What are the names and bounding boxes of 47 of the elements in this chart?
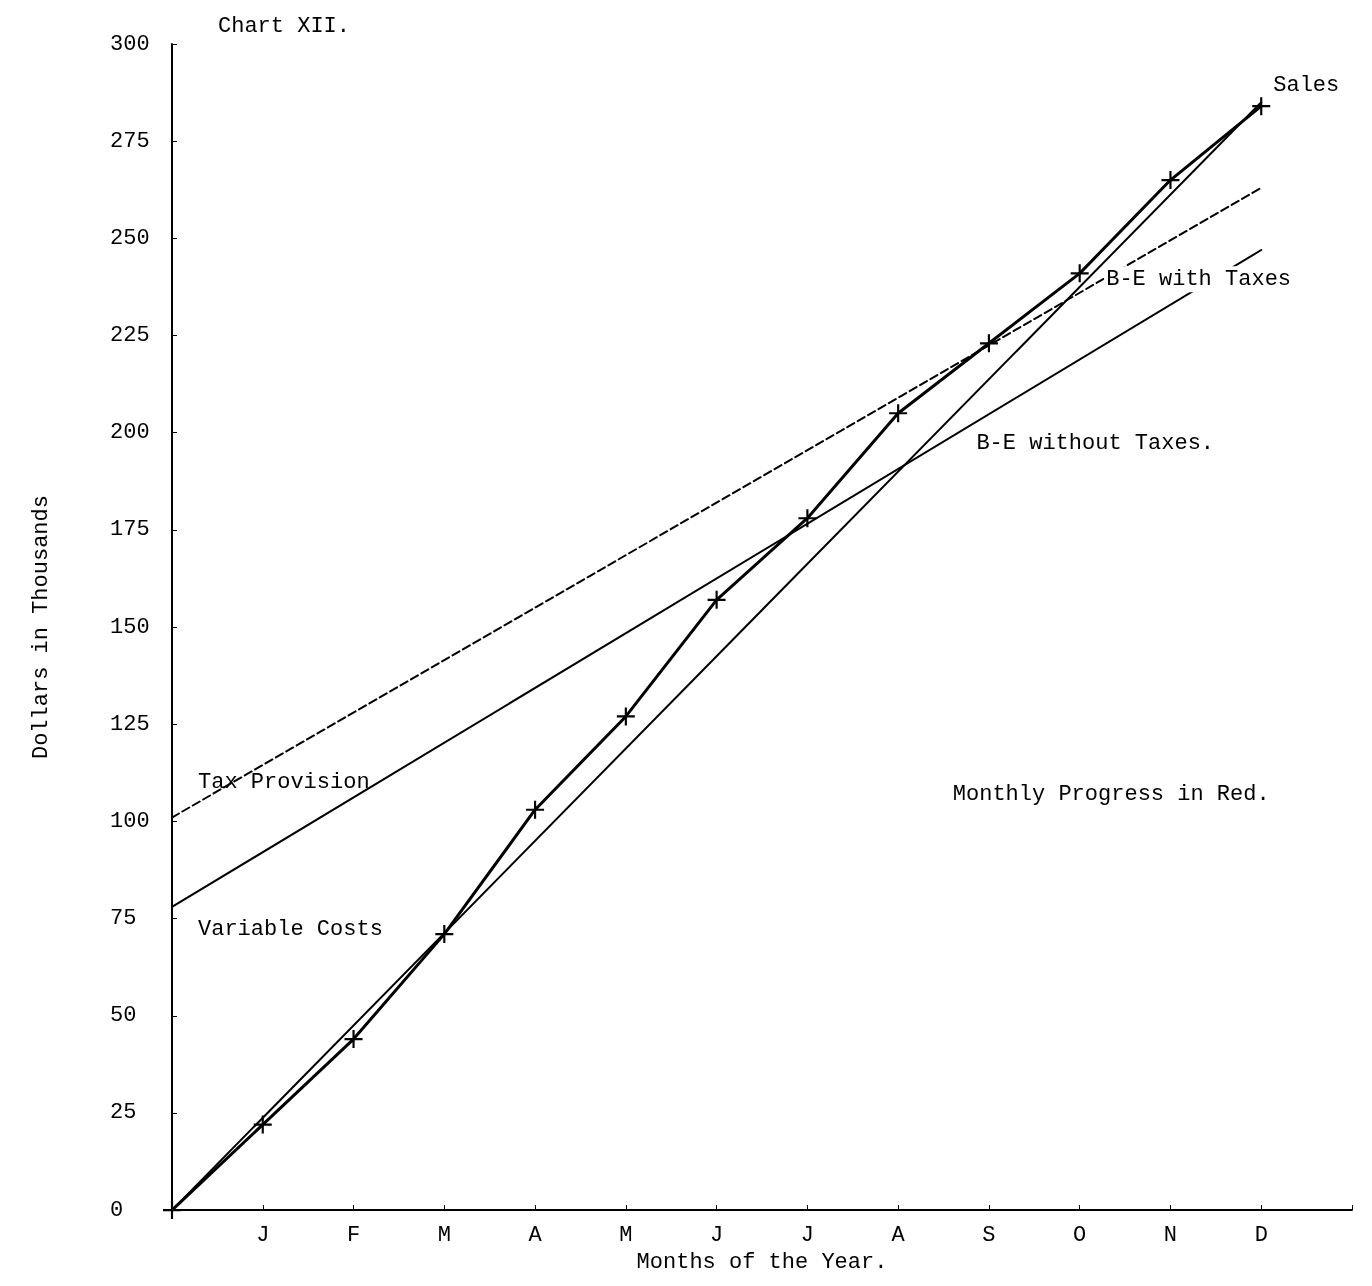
y-tick-label: 150 [110, 614, 150, 640]
y-tick-label: 225 [110, 323, 150, 349]
point [344, 1030, 363, 1049]
x-tick-label: N [1163, 1222, 1178, 1248]
y-tick-label: 300 [110, 31, 150, 57]
x-tick-label: F [346, 1222, 361, 1248]
point [616, 707, 635, 726]
x-axis-title: Months of the Year. [636, 1249, 888, 1275]
y-tick-label: 125 [110, 711, 150, 737]
x-tick-label: M [437, 1222, 451, 1248]
x-tick-label: D [1254, 1222, 1268, 1248]
y-tick-label: 0 [110, 1197, 124, 1223]
x-tick-label: S [982, 1222, 996, 1248]
x-tick-label: J [256, 1222, 270, 1248]
point [1070, 264, 1089, 283]
series-label: Sales [1273, 72, 1340, 98]
x-tick-label: J [710, 1222, 724, 1248]
series-label: Tax Provision [198, 770, 370, 796]
x-tick-label: A [891, 1222, 906, 1248]
y-tick-label: 50 [110, 1003, 137, 1029]
point [889, 404, 908, 423]
chart-title: Chart XII. [218, 13, 351, 39]
y-tick-label: 25 [110, 1100, 137, 1126]
y-tick-label: 250 [110, 225, 150, 251]
annotation: B-E without Taxes. [976, 430, 1215, 456]
y-tick-label: 275 [110, 128, 150, 154]
point [979, 334, 998, 353]
series-label: Variable Costs [198, 917, 383, 943]
y-tick-label: 75 [110, 906, 137, 932]
point [1161, 171, 1180, 190]
x-tick-label: A [528, 1222, 543, 1248]
annotation: Monthly Progress in Red. [952, 781, 1270, 807]
point [798, 509, 817, 528]
point [526, 800, 545, 819]
point [163, 1201, 181, 1220]
point [253, 1115, 272, 1134]
y-axis-title: Dollars in Thousands [28, 495, 54, 760]
point [707, 590, 726, 609]
y-tick-label: 200 [110, 420, 150, 446]
y-tick-label: 100 [110, 808, 150, 834]
annotation: B-E with Taxes [1106, 266, 1292, 292]
point [1252, 97, 1271, 116]
point [435, 925, 454, 944]
y-tick-label: 175 [110, 517, 150, 543]
x-tick-label: J [800, 1222, 814, 1248]
x-tick-label: M [619, 1222, 633, 1248]
x-tick-label: O [1073, 1222, 1087, 1248]
